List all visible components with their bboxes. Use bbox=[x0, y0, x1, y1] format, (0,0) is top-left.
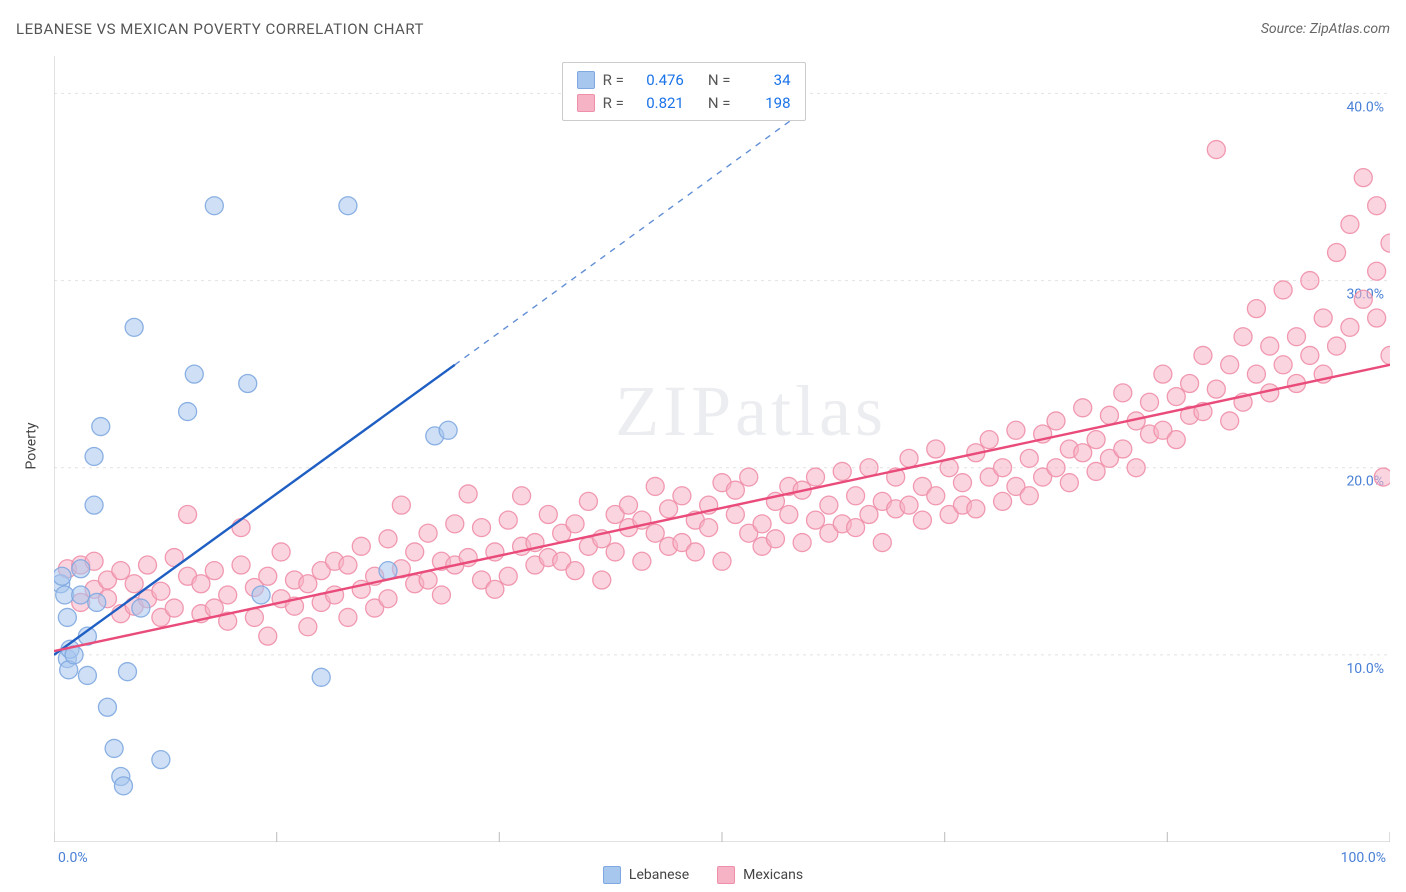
legend-swatch bbox=[717, 866, 735, 884]
svg-text:40.0%: 40.0% bbox=[1346, 99, 1384, 115]
stats-row: R = 0.821 N = 198 bbox=[577, 92, 791, 115]
legend-item: Mexicans bbox=[717, 866, 803, 884]
stats-r-value: 0.821 bbox=[632, 92, 684, 115]
source-caption: Source: ZipAtlas.com bbox=[1261, 21, 1390, 37]
legend-label: Mexicans bbox=[743, 867, 803, 883]
stats-n-value: 198 bbox=[739, 92, 791, 115]
chart-area: 10.0%20.0%30.0%40.0% ZIPatlas R =0.476N … bbox=[54, 56, 1390, 842]
svg-text:10.0%: 10.0% bbox=[1346, 661, 1384, 677]
legend-label: Lebanese bbox=[629, 867, 689, 883]
stats-n-value: 34 bbox=[739, 69, 791, 92]
stats-r-label: R = bbox=[603, 69, 624, 92]
x-tick-label: 0.0% bbox=[58, 850, 88, 866]
stats-swatch bbox=[577, 71, 595, 89]
y-axis-label: Poverty bbox=[24, 422, 40, 469]
x-tick-label: 100.0% bbox=[1341, 850, 1386, 866]
stats-row: R = 0.476 N = 34 bbox=[577, 69, 791, 92]
chart-title: LEBANESE VS MEXICAN POVERTY CORRELATION … bbox=[16, 20, 424, 38]
scatter-chart: 10.0%20.0%30.0%40.0% bbox=[54, 56, 1390, 842]
legend-swatch bbox=[603, 866, 621, 884]
stats-n-label: N = bbox=[708, 69, 731, 92]
stats-n-label: N = bbox=[708, 92, 731, 115]
stats-r-label: R = bbox=[603, 92, 624, 115]
stats-r-value: 0.476 bbox=[632, 69, 684, 92]
legend-item: Lebanese bbox=[603, 866, 689, 884]
stats-swatch bbox=[577, 94, 595, 112]
legend: Lebanese Mexicans bbox=[0, 866, 1406, 884]
stats-box: R = 0.476 N = 34 R = 0.821 N = 198 bbox=[562, 62, 806, 121]
